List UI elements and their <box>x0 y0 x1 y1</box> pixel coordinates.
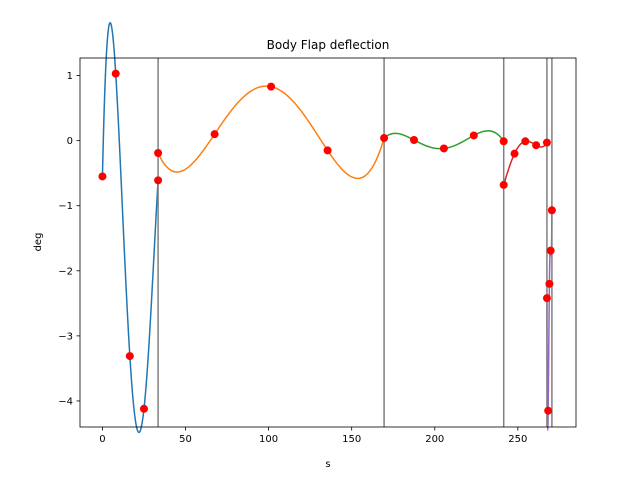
data-point <box>154 149 163 158</box>
x-tick-label: 250 <box>508 434 527 445</box>
x-axis-label: s <box>325 459 330 470</box>
y-tick-label: −4 <box>58 396 73 407</box>
plot-frame <box>79 57 577 428</box>
data-point <box>546 246 555 255</box>
data-point <box>409 136 418 144</box>
data-point <box>98 172 107 181</box>
data-point <box>439 144 448 153</box>
y-axis: −4 −3 −2 −1 0 1 <box>58 71 80 407</box>
plot-area <box>98 21 556 434</box>
y-tick-label: 0 <box>67 136 73 147</box>
x-tick-label: 150 <box>342 434 361 445</box>
data-point <box>111 69 120 78</box>
data-point <box>125 352 134 361</box>
x-tick-label: 100 <box>259 434 278 445</box>
data-point <box>521 137 530 146</box>
data-point <box>499 180 508 189</box>
x-tick-label: 0 <box>99 434 105 445</box>
series-line-1 <box>101 21 159 434</box>
data-point <box>499 137 508 146</box>
data-point <box>542 294 551 303</box>
x-axis: 0 50 100 150 200 250 <box>99 427 527 445</box>
chart-title: Body Flap deflection <box>267 38 390 52</box>
y-tick-label: −1 <box>58 201 73 212</box>
data-point <box>547 206 556 215</box>
data-point <box>380 134 389 143</box>
data-point <box>210 130 219 139</box>
data-point <box>532 141 541 150</box>
data-point <box>544 406 553 415</box>
data-point <box>267 82 276 91</box>
data-point <box>469 131 478 140</box>
x-tick-label: 50 <box>179 434 192 445</box>
data-point <box>154 176 163 185</box>
data-point <box>510 149 519 158</box>
data-point <box>542 138 551 147</box>
series-line-4 <box>503 140 548 186</box>
y-tick-label: −3 <box>58 331 73 342</box>
series-line-2 <box>157 85 385 180</box>
data-point <box>323 146 332 155</box>
y-tick-label: 1 <box>67 71 73 82</box>
data-point <box>545 279 554 288</box>
y-axis-label: deg <box>33 233 44 252</box>
data-point <box>139 404 148 413</box>
x-tick-label: 200 <box>425 434 444 445</box>
y-tick-label: −2 <box>58 266 73 277</box>
